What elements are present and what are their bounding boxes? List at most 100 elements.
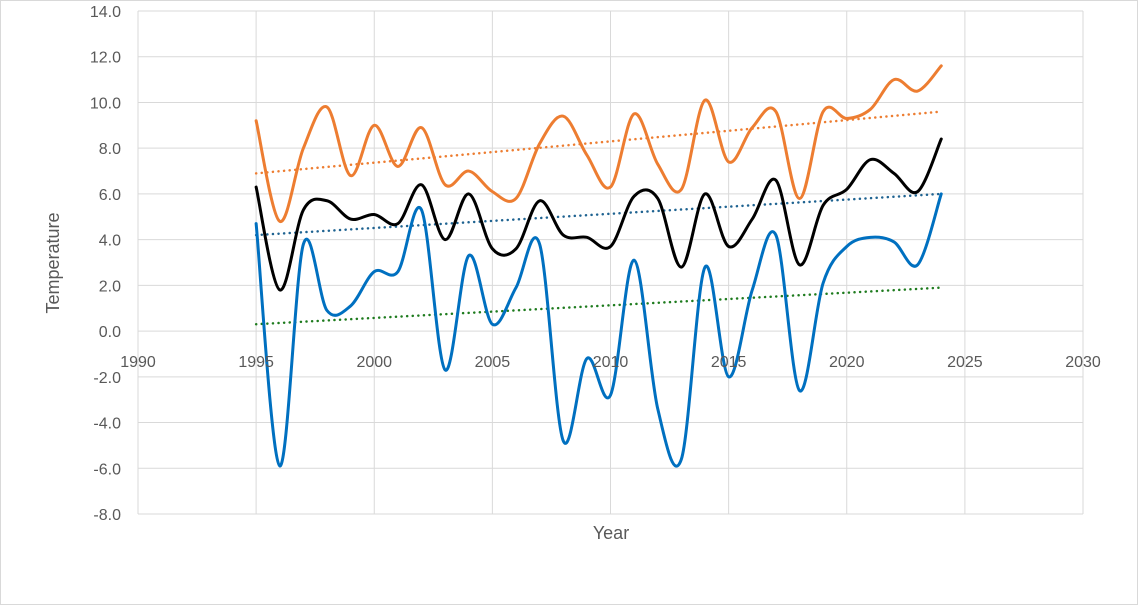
y-tick-label: -4.0 (93, 416, 121, 433)
data-point (939, 192, 943, 196)
x-tick-label: 2030 (1065, 354, 1101, 371)
data-point (679, 457, 683, 461)
x-tick-label: 2000 (356, 354, 392, 371)
y-tick-label: 14.0 (90, 4, 121, 21)
y-tick-label: 4.0 (99, 233, 121, 250)
data-point (916, 190, 920, 194)
data-point (939, 137, 943, 141)
data-point (467, 254, 471, 258)
data-point (632, 258, 636, 262)
data-point (727, 160, 731, 164)
data-point (656, 196, 660, 200)
data-point (420, 126, 424, 130)
data-point (396, 270, 400, 274)
data-point (349, 304, 353, 308)
data-point (892, 78, 896, 82)
x-tick-label: 1995 (238, 354, 274, 371)
y-tick-label: 2.0 (99, 278, 121, 295)
y-tick-label: -8.0 (93, 507, 121, 524)
trendline-series-2 (254, 192, 943, 237)
data-point (349, 217, 353, 221)
data-point (868, 235, 872, 239)
data-point (892, 171, 896, 175)
x-tick-label: 2015 (711, 354, 747, 371)
data-point (490, 322, 494, 326)
y-tick-label: -6.0 (93, 461, 121, 478)
data-point (561, 233, 565, 237)
data-point (325, 309, 329, 313)
data-point (443, 238, 447, 242)
data-point (514, 196, 518, 200)
data-point (467, 192, 471, 196)
data-point (514, 247, 518, 251)
data-point (916, 89, 920, 93)
data-point (278, 219, 282, 223)
data-point (703, 265, 707, 269)
series-line-1 (254, 64, 943, 223)
data-point (396, 222, 400, 226)
data-point (372, 212, 376, 216)
data-point (632, 194, 636, 198)
data-point (703, 98, 707, 102)
data-point (656, 407, 660, 411)
x-axis-title: Year (593, 523, 629, 543)
y-tick-label: 6.0 (99, 187, 121, 204)
data-point (679, 187, 683, 191)
series-line-3 (254, 192, 943, 468)
gridlines (137, 10, 1084, 515)
data-point (679, 265, 683, 269)
series-lines (254, 64, 943, 468)
data-point (750, 217, 754, 221)
data-point (750, 126, 754, 130)
trendline-series-3 (254, 286, 943, 326)
data-point (821, 281, 825, 285)
data-point (821, 203, 825, 207)
data-point (585, 235, 589, 239)
data-point (845, 244, 849, 248)
data-point (821, 110, 825, 114)
data-point (278, 288, 282, 292)
series-line-2 (254, 137, 943, 292)
data-point (538, 199, 542, 203)
data-point (656, 162, 660, 166)
x-tick-label: 2005 (475, 354, 511, 371)
data-point (609, 185, 613, 189)
data-point (443, 368, 447, 372)
x-axis-tick-labels: 1990 1995 2000 2005 2010 2015 2020 2025 2030 (120, 354, 1101, 371)
x-tick-label: 2025 (947, 354, 983, 371)
data-point (798, 389, 802, 393)
data-point (514, 286, 518, 290)
data-point (916, 263, 920, 267)
data-point (750, 288, 754, 292)
data-point (278, 464, 282, 468)
data-point (798, 263, 802, 267)
data-point (632, 112, 636, 116)
y-tick-label: 8.0 (99, 141, 121, 158)
data-point (254, 119, 258, 123)
data-point (443, 183, 447, 187)
y-tick-label: 12.0 (90, 50, 121, 67)
x-tick-label: 2020 (829, 354, 865, 371)
data-point (845, 187, 849, 191)
data-point (609, 244, 613, 248)
y-tick-label: 0.0 (99, 324, 121, 341)
y-axis-title: Temperature (43, 212, 63, 313)
data-point (845, 116, 849, 120)
data-point (254, 185, 258, 189)
data-point (349, 174, 353, 178)
data-point (774, 233, 778, 237)
y-axis-tick-labels: 14.0 12.0 10.0 8.0 6.0 4.0 2.0 0.0 -2.0 -4.0 -6.0 -… (90, 4, 121, 524)
data-point (727, 375, 731, 379)
data-point (609, 393, 613, 397)
data-point (301, 146, 305, 150)
data-point (396, 164, 400, 168)
data-point (301, 208, 305, 212)
x-tick-label: 2010 (593, 354, 629, 371)
y-tick-label: -2.0 (93, 370, 121, 387)
data-point (301, 242, 305, 246)
data-point (727, 244, 731, 248)
data-point (325, 199, 329, 203)
data-point (254, 222, 258, 226)
